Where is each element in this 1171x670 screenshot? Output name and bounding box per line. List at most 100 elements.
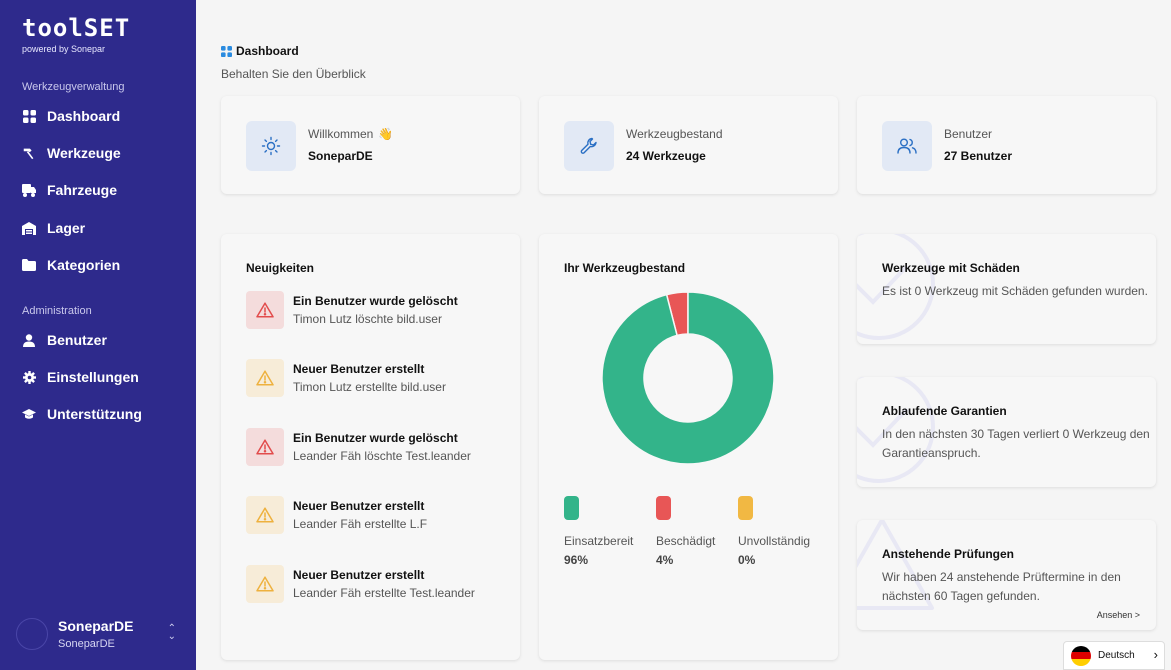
language-label: Deutsch xyxy=(1098,650,1135,661)
waving-hand-emoji: 👋 xyxy=(378,127,394,141)
page-header: Dashboard Behalten Sie den Überblick xyxy=(221,44,366,81)
sidebar-item-fahrzeuge[interactable]: Fahrzeuge xyxy=(22,179,117,201)
user-subtitle: SoneparDE xyxy=(58,638,115,650)
stat-label: Benutzer xyxy=(944,127,993,141)
sidebar: toolSET powered by Sonepar Werkzeugverwa… xyxy=(0,0,196,670)
legend-value: 0% xyxy=(738,553,756,567)
sidebar-item-label: Fahrzeuge xyxy=(47,182,118,198)
info-card-text: Wir haben 24 anstehende Prüftermine in d… xyxy=(882,570,1121,603)
sidebar-item-label: Lager xyxy=(47,220,86,236)
logo[interactable]: toolSET powered by Sonepar xyxy=(22,14,130,54)
warning-icon xyxy=(246,565,284,603)
news-item-subtitle: Leander Fäh erstellte L.F xyxy=(293,517,428,531)
hammer-icon xyxy=(22,146,36,160)
sidebar-item-label: Werkzeuge xyxy=(47,145,121,161)
avatar xyxy=(16,618,48,650)
warning-icon xyxy=(857,520,934,610)
inventory-chart-card: Ihr Werkzeugbestand Einsatzbereit 96% Be… xyxy=(539,234,838,660)
list-item[interactable]: Neuer Benutzer erstellt Timon Lutz erste… xyxy=(246,359,516,397)
sidebar-item-label: Benutzer xyxy=(47,332,107,348)
section-label-werkzeugverwaltung: Werkzeugverwaltung xyxy=(22,81,125,93)
legend-swatch xyxy=(656,496,671,520)
logo-subtitle: powered by Sonepar xyxy=(22,44,106,54)
sidebar-item-lager[interactable]: Lager xyxy=(22,217,85,239)
users-icon xyxy=(882,121,932,171)
news-item-title: Neuer Benutzer erstellt xyxy=(293,568,425,582)
page-title: Dashboard xyxy=(221,44,366,58)
stat-card-welcome: Willkommen 👋 SoneparDE xyxy=(221,96,520,194)
stat-card-inventory: Werkzeugbestand 24 Werkzeuge xyxy=(539,96,838,194)
legend-item-einsatzbereit: Einsatzbereit 96% xyxy=(564,496,654,567)
legend-label: Unvollständig xyxy=(738,534,811,548)
language-selector[interactable]: Deutsch › xyxy=(1063,641,1165,670)
news-item-title: Ein Benutzer wurde gelöscht xyxy=(293,431,458,445)
sidebar-item-kategorien[interactable]: Kategorien xyxy=(22,254,120,276)
news-title: Neuigkeiten xyxy=(246,261,315,275)
info-card-warranty: Ablaufende Garantien In den nächsten 30 … xyxy=(857,377,1156,487)
section-label-administration: Administration xyxy=(22,305,92,317)
info-card-title: Werkzeuge mit Schäden xyxy=(882,261,1020,275)
user-menu[interactable]: SoneparDE SoneparDE ⌃ ⌄ xyxy=(16,614,180,654)
grid-icon xyxy=(22,109,36,123)
check-circle-icon xyxy=(857,234,935,340)
sidebar-item-benutzer[interactable]: Benutzer xyxy=(22,329,107,351)
legend-item-beschaedigt: Beschädigt 4% xyxy=(656,496,746,567)
graduation-cap-icon xyxy=(22,407,36,421)
stat-value: 27 Benutzer xyxy=(944,149,1013,163)
chart-title: Ihr Werkzeugbestand xyxy=(564,261,686,275)
news-item-subtitle: Timon Lutz löschte bild.user xyxy=(293,312,442,326)
info-card-damaged: Werkzeuge mit Schäden Es ist 0 Werkzeug … xyxy=(857,234,1156,344)
sidebar-item-label: Unterstützung xyxy=(47,406,142,422)
news-item-title: Neuer Benutzer erstellt xyxy=(293,362,425,376)
stat-value: 24 Werkzeuge xyxy=(626,149,706,163)
view-link[interactable]: Ansehen > xyxy=(1096,610,1140,620)
chevron-right-icon: › xyxy=(1153,647,1158,662)
legend-swatch xyxy=(564,496,579,520)
info-card-title: Anstehende Prüfungen xyxy=(882,547,1015,561)
list-item[interactable]: Neuer Benutzer erstellt Leander Fäh erst… xyxy=(246,565,516,603)
sidebar-item-label: Kategorien xyxy=(47,257,121,273)
user-icon xyxy=(22,333,36,347)
sidebar-item-label: Einstellungen xyxy=(47,369,139,385)
news-item-title: Ein Benutzer wurde gelöscht xyxy=(293,294,458,308)
page-title-text: Dashboard xyxy=(236,44,299,58)
warning-icon xyxy=(246,291,284,329)
gear-icon xyxy=(22,370,36,384)
news-item-subtitle: Leander Fäh erstellte Test.leander xyxy=(293,586,475,600)
warning-icon xyxy=(246,428,284,466)
logo-text: toolSET xyxy=(22,14,131,42)
warehouse-icon xyxy=(22,221,36,235)
check-circle-icon xyxy=(857,377,935,483)
sidebar-item-werkzeuge[interactable]: Werkzeuge xyxy=(22,142,121,164)
german-flag-icon xyxy=(1071,645,1091,666)
legend-swatch xyxy=(738,496,753,520)
info-card-title: Ablaufende Garantien xyxy=(882,404,1007,418)
info-card-text: In den nächsten 30 Tagen verliert 0 Werk… xyxy=(882,427,1150,460)
donut-chart[interactable] xyxy=(601,291,775,465)
sun-icon xyxy=(246,121,296,171)
chevron-up-down-icon: ⌃ ⌄ xyxy=(167,623,176,642)
stat-label-text: Willkommen xyxy=(308,127,374,141)
donut-slice-einsatzbereit[interactable] xyxy=(601,291,775,465)
grid-icon xyxy=(221,45,232,57)
sidebar-item-dashboard[interactable]: Dashboard xyxy=(22,105,120,127)
legend-label: Beschädigt xyxy=(656,534,716,548)
legend-item-unvollstaendig: Unvollständig 0% xyxy=(738,496,828,567)
sidebar-item-einstellungen[interactable]: Einstellungen xyxy=(22,366,139,388)
info-card-inspections: Anstehende Prüfungen Wir haben 24 ansteh… xyxy=(857,520,1156,630)
warning-icon xyxy=(246,359,284,397)
news-item-subtitle: Timon Lutz erstellte bild.user xyxy=(293,380,446,394)
list-item[interactable]: Neuer Benutzer erstellt Leander Fäh erst… xyxy=(246,496,516,534)
info-card-text: Es ist 0 Werkzeug mit Schäden gefunden w… xyxy=(882,284,1148,298)
news-card: Neuigkeiten Ein Benutzer wurde gelöscht … xyxy=(221,234,520,660)
stat-label: Willkommen 👋 xyxy=(308,127,393,141)
legend-value: 4% xyxy=(656,553,674,567)
list-item[interactable]: Ein Benutzer wurde gelöscht Leander Fäh … xyxy=(246,428,516,466)
stat-card-users: Benutzer 27 Benutzer xyxy=(857,96,1156,194)
list-item[interactable]: Ein Benutzer wurde gelöscht Timon Lutz l… xyxy=(246,291,516,329)
truck-icon xyxy=(22,183,36,197)
page-subtitle: Behalten Sie den Überblick xyxy=(221,67,366,81)
folder-icon xyxy=(22,258,36,272)
sidebar-item-unterstuetzung[interactable]: Unterstützung xyxy=(22,403,142,425)
sidebar-item-label: Dashboard xyxy=(47,108,121,124)
